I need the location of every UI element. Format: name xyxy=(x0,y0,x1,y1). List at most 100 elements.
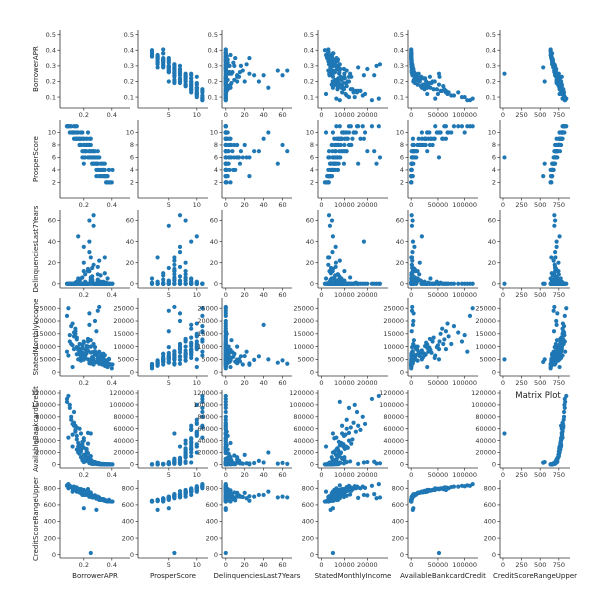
scatter-point xyxy=(358,486,363,491)
scatter-point xyxy=(94,174,99,179)
x-tick-label: 5 xyxy=(167,111,171,119)
scatter-point xyxy=(346,438,352,443)
x-tick-label: 100000 xyxy=(452,471,477,479)
scatter-point xyxy=(95,161,100,166)
scatter-point xyxy=(155,281,160,286)
scatter-point xyxy=(423,84,428,89)
scatter-point xyxy=(92,318,98,324)
scatter-point xyxy=(335,446,340,451)
scatter-point xyxy=(235,142,240,148)
scatter-point xyxy=(332,449,337,454)
x-tick-label: 0.2 xyxy=(79,201,89,209)
x-tick-label: 10000 xyxy=(334,111,355,119)
y-tick-label: 25000 xyxy=(475,304,496,312)
y-tick-label: 0.4 xyxy=(394,46,404,54)
scatter-point xyxy=(101,497,106,503)
y-tick-label: 0 xyxy=(52,280,56,288)
scatter-point xyxy=(223,94,228,100)
y-tick-label: 0.2 xyxy=(394,78,404,86)
scatter-point xyxy=(376,482,381,487)
scatter-point xyxy=(194,332,199,338)
scatter-point xyxy=(166,308,171,313)
scatter-point xyxy=(97,155,102,160)
scatter-point xyxy=(228,85,233,90)
scatter-point xyxy=(227,350,232,355)
scatter-point xyxy=(350,437,355,442)
scatter-point xyxy=(85,130,91,135)
scatter-point xyxy=(149,276,155,281)
scatter-point xyxy=(329,142,335,148)
x-tick-label: 20000 xyxy=(357,471,378,479)
x-tick-label: 0 xyxy=(319,201,323,209)
y-tick-label: 0.5 xyxy=(124,31,134,39)
scatter-point xyxy=(70,444,75,449)
scatter-point xyxy=(223,308,228,313)
scatter-point xyxy=(70,364,75,370)
scatter-point xyxy=(348,459,353,464)
scatter-point xyxy=(166,353,171,358)
scatter-point xyxy=(200,98,205,103)
scatter-point xyxy=(557,342,563,347)
scatter-point xyxy=(554,73,559,78)
y-tick-label: 0.5 xyxy=(304,31,314,39)
y-tick-label: 0.2 xyxy=(486,78,496,86)
scatter-point xyxy=(166,223,171,228)
scatter-point xyxy=(376,124,381,129)
scatter-point xyxy=(80,342,85,347)
scatter-point xyxy=(223,321,228,326)
y-tick-label: 0 xyxy=(130,551,134,559)
scatter-point xyxy=(189,350,194,355)
y-tick-label: 40000 xyxy=(113,437,134,445)
scatter-point xyxy=(430,339,435,344)
scatter-point xyxy=(344,149,349,154)
scatter-point xyxy=(223,393,228,399)
scatter-point xyxy=(442,337,447,342)
y-tick-label: 0 xyxy=(310,280,314,288)
y-tick-label: 0 xyxy=(52,551,56,559)
y-tick-label: 8 xyxy=(492,141,496,149)
scatter-point xyxy=(409,223,415,228)
x-tick-label: 40 xyxy=(259,111,267,119)
scatter-point xyxy=(194,357,199,362)
y-tick-label: 200 xyxy=(44,534,56,542)
scatter-point xyxy=(69,414,74,419)
scatter-point xyxy=(223,417,228,422)
scatter-point xyxy=(462,94,467,100)
scatter-point xyxy=(561,425,566,430)
scatter-point xyxy=(64,313,70,318)
scatter-point xyxy=(553,218,558,223)
scatter-point xyxy=(558,355,564,360)
scatter-point xyxy=(189,423,194,428)
y-tick-label: 600 xyxy=(484,501,496,509)
scatter-point xyxy=(552,272,557,277)
scatter-point xyxy=(542,161,547,166)
scatter-point xyxy=(81,357,86,362)
scatter-point xyxy=(71,330,77,335)
scatter-point xyxy=(266,130,271,135)
x-tick-label: 5 xyxy=(167,291,171,299)
scatter-point xyxy=(161,65,166,70)
x-tick-label: 0.2 xyxy=(79,379,89,387)
scatter-point xyxy=(374,63,379,68)
scatter-point xyxy=(194,421,199,427)
y-tick-label: 2 xyxy=(52,179,56,187)
scatter-point xyxy=(456,330,461,335)
scatter-point xyxy=(189,453,194,459)
scatter-point xyxy=(77,352,82,357)
scatter-point xyxy=(189,85,194,90)
y-tick-label: 10000 xyxy=(383,343,404,351)
y-tick-label: 60 xyxy=(396,217,404,225)
scatter-point xyxy=(189,487,194,493)
y-tick-label: 0 xyxy=(214,368,218,376)
scatter-point xyxy=(223,180,228,185)
scatter-point xyxy=(423,281,428,286)
x-tick-label: 50000 xyxy=(428,379,449,387)
scatter-point xyxy=(200,330,205,335)
x-tick-label: 0.4 xyxy=(107,201,117,209)
scatter-point xyxy=(420,355,426,360)
scatter-point xyxy=(177,213,183,218)
scatter-point xyxy=(232,351,237,357)
scatter-point xyxy=(223,431,228,436)
scatter-point xyxy=(542,79,547,84)
scatter-point xyxy=(166,357,171,362)
